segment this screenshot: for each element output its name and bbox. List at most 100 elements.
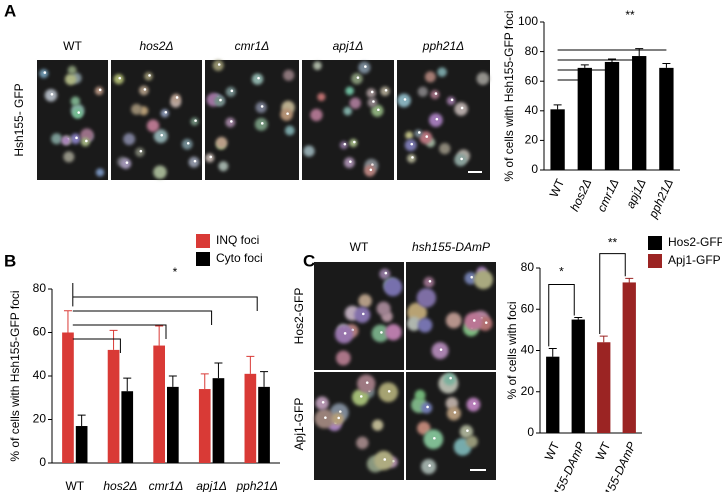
cell [190, 117, 199, 126]
focus [260, 122, 264, 125]
cell [407, 153, 416, 163]
cell [465, 435, 478, 448]
cell [343, 106, 353, 116]
focus [466, 429, 469, 432]
cell [70, 133, 81, 145]
error-bar [155, 325, 164, 346]
cell [251, 73, 264, 85]
cell [123, 133, 136, 146]
focus [194, 119, 197, 122]
cell [417, 86, 428, 97]
bar [212, 378, 225, 463]
focus [425, 135, 429, 138]
cell [135, 147, 145, 157]
cell [160, 109, 169, 118]
cell [205, 153, 215, 163]
focus [428, 464, 431, 467]
annotation: * [559, 264, 564, 278]
cell [443, 372, 456, 386]
focus [377, 108, 380, 112]
cell [188, 156, 200, 168]
cell [218, 161, 229, 172]
cell [385, 324, 402, 341]
cell [144, 72, 153, 81]
legend-swatch [196, 234, 210, 248]
cell [358, 61, 371, 74]
cell [371, 324, 390, 343]
cell [225, 117, 236, 128]
cell [416, 288, 437, 308]
panel-label: B [4, 251, 16, 270]
x-tick-label: WT [542, 439, 563, 462]
y-tick-label: 40 [525, 103, 539, 117]
error-bar [168, 375, 177, 387]
cell [215, 136, 228, 149]
cell [473, 270, 493, 290]
cell [423, 429, 444, 450]
cell [95, 168, 105, 177]
cell [351, 72, 363, 85]
image-row-label: Apj1-GFP [292, 398, 306, 451]
cell [406, 316, 422, 331]
bar [659, 67, 674, 170]
focus [139, 149, 143, 153]
focus [75, 136, 78, 140]
focus [160, 133, 164, 137]
panel-label: C [303, 251, 315, 270]
error-bar [77, 414, 86, 427]
error-bar [200, 373, 209, 390]
cell [364, 165, 376, 177]
y-tick-label: 100 [518, 14, 538, 28]
cell [334, 325, 354, 344]
bar [244, 373, 257, 463]
cell [414, 129, 423, 138]
cell [80, 137, 90, 147]
significance-bracket [72, 324, 167, 339]
error-bar [580, 64, 589, 68]
cell [374, 450, 394, 471]
focus [365, 381, 369, 384]
cell [446, 96, 456, 106]
focus [286, 112, 289, 115]
cell [284, 125, 295, 136]
cell [414, 389, 426, 401]
focus [209, 155, 213, 159]
y-tick-label: 60 [525, 73, 539, 87]
focus [230, 89, 234, 93]
error-bar [123, 377, 132, 392]
image-column-label: cmr1Δ [235, 39, 270, 53]
error-bar [214, 362, 223, 379]
bar [153, 345, 165, 463]
error-bar [548, 347, 557, 357]
focus [384, 88, 388, 92]
cell [331, 412, 344, 426]
y-axis-label: % of cells with Hsh155-GFP foci [8, 290, 22, 461]
cell [405, 131, 414, 140]
cell [310, 108, 323, 122]
cell [171, 93, 181, 104]
focus [98, 88, 102, 92]
cell [303, 145, 315, 157]
y-tick-label: 40 [521, 343, 535, 357]
cell [181, 138, 193, 150]
cell [379, 268, 391, 280]
focus [449, 376, 452, 380]
focus [473, 402, 476, 405]
focus [472, 319, 476, 322]
cell [439, 142, 451, 155]
cell [225, 86, 236, 97]
cell [372, 419, 384, 431]
cell [454, 102, 468, 116]
y-tick-label: 60 [33, 325, 47, 339]
focus [349, 160, 352, 163]
significance-bracket [548, 284, 575, 347]
panel-label: A [4, 1, 16, 20]
cell [63, 151, 75, 163]
y-tick-label: 0 [39, 455, 46, 469]
y-tick-label: 20 [521, 384, 535, 398]
cell [335, 350, 351, 366]
focus [470, 275, 474, 279]
focus [343, 332, 347, 335]
legend-label: Apj1-GFP [668, 253, 721, 267]
